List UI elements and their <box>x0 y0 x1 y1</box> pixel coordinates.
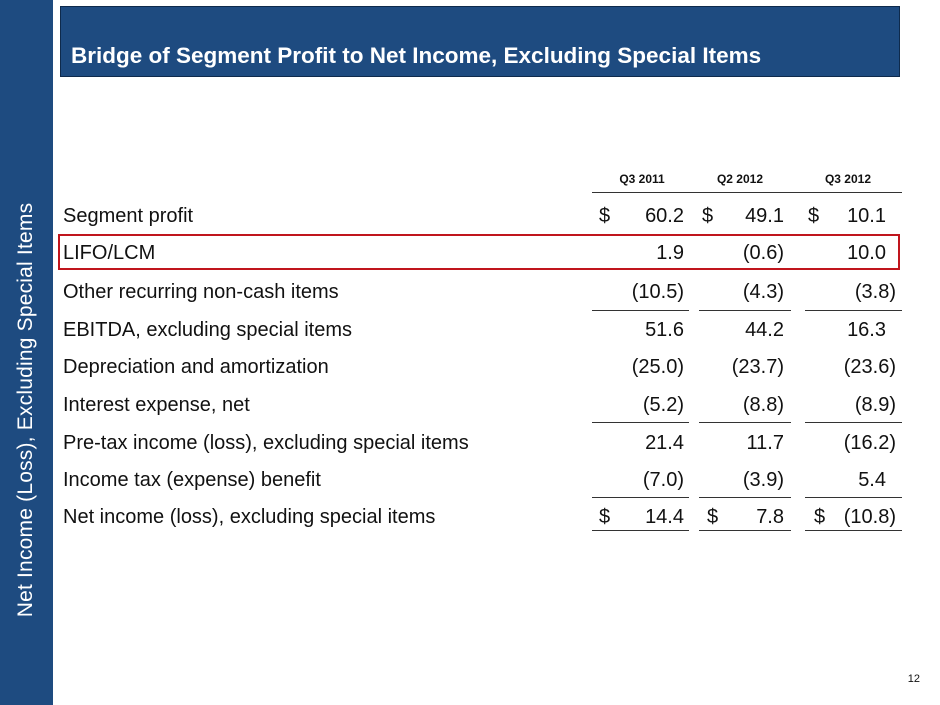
table-row-other-recurring: Other recurring non-cash items (10.5) (4… <box>62 272 902 310</box>
value-q3-2012: (10.8) <box>843 506 896 528</box>
value-q3-2011: 60.2 <box>645 205 684 227</box>
subtotal-rule <box>592 422 689 423</box>
total-rule <box>592 530 689 531</box>
table-row-interest-expense: Interest expense, net (5.2) (8.8) (8.9) <box>62 385 902 423</box>
currency-symbol: $ <box>702 205 714 227</box>
currency-symbol: $ <box>814 506 826 528</box>
value-q3-2011: 51.6 <box>645 319 684 341</box>
value-q3-2012: 10.0 <box>847 242 886 264</box>
table-row-net-income: Net income (loss), excluding special ite… <box>62 497 902 535</box>
currency-symbol: $ <box>599 205 611 227</box>
row-label: Pre-tax income (loss), excluding special… <box>63 432 469 454</box>
value-q3-2012: (8.9) <box>854 394 896 416</box>
side-title: Net Income (Loss), Excluding Special Ite… <box>14 202 37 618</box>
subtotal-rule <box>805 497 902 498</box>
page-number: 12 <box>907 673 920 685</box>
value-q3-2012: (16.2) <box>843 432 896 454</box>
value-q3-2011: (7.0) <box>642 469 684 491</box>
value-q2-2012: (3.9) <box>742 469 784 491</box>
title-bar: Bridge of Segment Profit to Net Income, … <box>60 6 900 77</box>
page-title: Bridge of Segment Profit to Net Income, … <box>71 43 762 68</box>
value-q3-2012: 5.4 <box>858 469 886 491</box>
value-q2-2012: (4.3) <box>742 281 784 303</box>
header-rule <box>592 192 902 193</box>
column-header-q3-2012: Q3 2012 <box>824 172 872 186</box>
subtotal-rule <box>592 310 689 311</box>
value-q2-2012: 49.1 <box>745 205 784 227</box>
value-q3-2011: 1.9 <box>656 242 684 264</box>
column-header-q3-2011: Q3 2011 <box>619 172 665 186</box>
subtotal-rule <box>699 422 791 423</box>
value-q2-2012: (8.8) <box>742 394 784 416</box>
value-q3-2011: (25.0) <box>631 356 684 378</box>
subtotal-rule <box>805 310 902 311</box>
bridge-table: Q3 2011 Q2 2012 Q3 2012 Segment profit $… <box>58 0 902 705</box>
row-label: LIFO/LCM <box>63 242 156 264</box>
value-q2-2012: 11.7 <box>746 432 784 454</box>
value-q3-2011: 21.4 <box>645 432 684 454</box>
value-q2-2012: 7.8 <box>756 506 784 528</box>
subtotal-rule <box>805 422 902 423</box>
row-label: Net income (loss), excluding special ite… <box>63 506 436 528</box>
subtotal-rule <box>699 310 791 311</box>
currency-symbol: $ <box>599 506 611 528</box>
value-q3-2012: 10.1 <box>847 205 886 227</box>
subtotal-rule <box>592 497 689 498</box>
table-row-segment-profit: Segment profit $ 60.2 $ 49.1 $ 10.1 <box>62 196 902 234</box>
table-row-lifo-lcm: LIFO/LCM 1.9 (0.6) 10.0 <box>62 233 902 271</box>
value-q3-2011: (5.2) <box>642 394 684 416</box>
left-band: Net Income (Loss), Excluding Special Ite… <box>0 0 53 705</box>
total-rule <box>699 530 791 531</box>
table-row-ebitda: EBITDA, excluding special items 51.6 44.… <box>62 310 902 348</box>
value-q2-2012: (23.7) <box>731 356 784 378</box>
value-q3-2012: (3.8) <box>854 281 896 303</box>
table-row-income-tax: Income tax (expense) benefit (7.0) (3.9)… <box>62 460 902 498</box>
value-q3-2012: 16.3 <box>847 319 886 341</box>
currency-symbol: $ <box>707 506 719 528</box>
highlight-box <box>58 234 900 270</box>
row-label: Interest expense, net <box>63 394 250 416</box>
value-q2-2012: 44.2 <box>745 319 784 341</box>
row-label: EBITDA, excluding special items <box>63 319 353 341</box>
row-label: Depreciation and amortization <box>63 356 329 378</box>
subtotal-rule <box>699 497 791 498</box>
total-rule <box>805 530 902 531</box>
row-label: Segment profit <box>63 205 194 227</box>
row-label: Income tax (expense) benefit <box>63 469 321 491</box>
value-q3-2011: 14.4 <box>645 506 684 528</box>
value-q3-2012: (23.6) <box>843 356 896 378</box>
table-row-depreciation: Depreciation and amortization (25.0) (23… <box>62 347 902 385</box>
row-label: Other recurring non-cash items <box>63 281 339 303</box>
value-q3-2011: (10.5) <box>631 281 684 303</box>
column-header-q2-2012: Q2 2012 <box>716 172 764 186</box>
value-q2-2012: (0.6) <box>742 242 784 264</box>
table-row-pretax-income: Pre-tax income (loss), excluding special… <box>62 423 902 461</box>
currency-symbol: $ <box>808 205 820 227</box>
